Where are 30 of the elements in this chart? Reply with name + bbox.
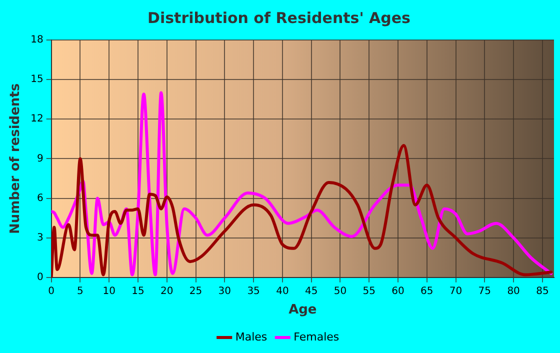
x-tick-label: 5 <box>77 286 84 297</box>
x-tick-label: 85 <box>536 286 549 297</box>
y-tick-label: 15 <box>30 74 44 86</box>
x-tick-label: 50 <box>334 286 347 297</box>
y-tick-label: 6 <box>36 192 44 204</box>
x-tick-label: 25 <box>189 286 202 297</box>
chart-title: Distribution of Residents' Ages <box>148 8 411 27</box>
x-tick-label: 30 <box>218 286 232 297</box>
y-tick-label: 18 <box>30 34 44 46</box>
x-tick-label: 20 <box>160 286 174 297</box>
x-tick-label: 70 <box>449 286 462 297</box>
x-tick-label: 55 <box>362 286 376 297</box>
y-tick-label: 0 <box>36 272 44 283</box>
x-axis-title: Age <box>288 302 317 318</box>
legend-label: Males <box>235 330 268 344</box>
y-tick-label: 12 <box>30 114 44 125</box>
x-tick-label: 80 <box>507 286 520 297</box>
x-tick-label: 15 <box>132 286 144 297</box>
x-tick-label: 45 <box>304 286 318 297</box>
y-axis-title: Number of residents <box>8 83 24 234</box>
x-tick-label: 60 <box>392 286 404 297</box>
y-tick-label: 9 <box>36 153 44 164</box>
x-tick-label: 65 <box>420 286 434 297</box>
x-tick-label: 10 <box>102 286 116 297</box>
x-tick-label: 75 <box>478 286 492 297</box>
x-tick-label: 40 <box>276 286 289 297</box>
x-tick-label: 0 <box>48 286 55 297</box>
y-tick-label: 3 <box>36 232 44 244</box>
x-tick-label: 35 <box>247 286 260 297</box>
legend-label: Females <box>294 330 340 344</box>
